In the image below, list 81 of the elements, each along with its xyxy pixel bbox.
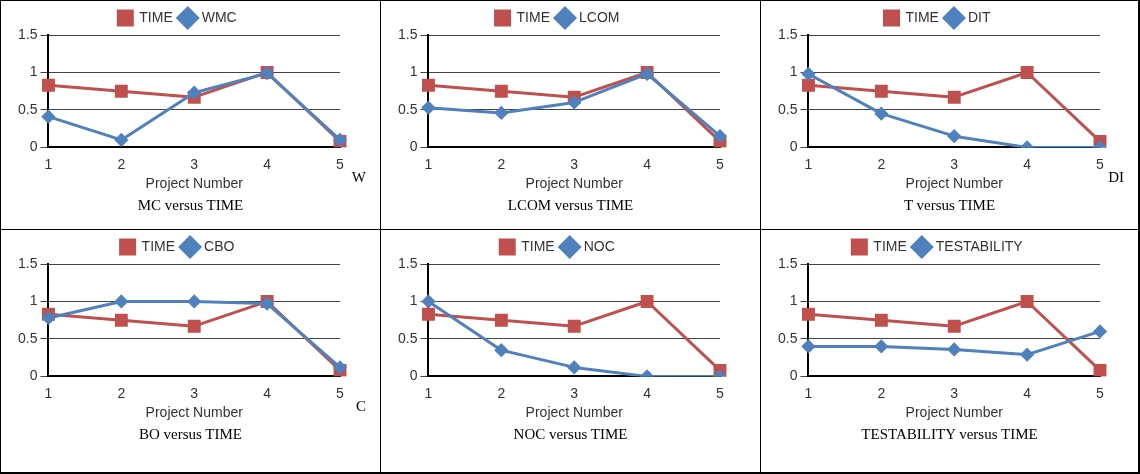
y-tick-label: 1 xyxy=(789,292,798,309)
x-tick-label: 4 xyxy=(643,384,652,401)
text: TESTABILITY versus TIME xyxy=(860,426,1039,443)
legend-label: TIME xyxy=(905,8,939,25)
legend-label: LCOM xyxy=(579,8,620,25)
x-tick-label: 2 xyxy=(877,155,886,172)
x-tick-label: 5 xyxy=(716,384,725,401)
x-tick-label: 4 xyxy=(263,384,272,401)
x-tick-label: 4 xyxy=(263,155,272,172)
text: BO versus TIME xyxy=(137,426,244,443)
legend-label: TIME xyxy=(516,8,551,25)
legend-label: WMC xyxy=(201,8,237,25)
y-tick-label: 1.5 xyxy=(17,254,38,271)
legend-label: NOC xyxy=(583,237,615,254)
legend-label: TIME xyxy=(521,237,555,254)
legend-label: TIME xyxy=(873,237,907,254)
text: C xyxy=(355,398,366,415)
x-tick-label: 5 xyxy=(336,155,345,172)
x-tick-label: 3 xyxy=(190,384,199,401)
x-tick-label: 5 xyxy=(336,384,345,401)
y-tick-label: 1 xyxy=(29,292,38,309)
y-tick-label: 1 xyxy=(409,63,418,80)
y-tick-label: 1.5 xyxy=(17,25,38,42)
y-tick-label: 0.5 xyxy=(17,329,38,346)
x-axis-title: Project Number xyxy=(145,175,244,192)
x-tick-label: 4 xyxy=(1023,155,1032,172)
x-tick-label: 1 xyxy=(44,384,53,401)
legend-label: DIT xyxy=(967,8,991,25)
y-tick-label: 1.5 xyxy=(397,25,418,42)
x-tick-label: 3 xyxy=(950,155,959,172)
x-tick-label: 1 xyxy=(804,384,813,401)
x-axis-title: Project Number xyxy=(905,404,1004,421)
x-tick-label: 3 xyxy=(190,155,199,172)
legend-label: TESTABILITY xyxy=(935,237,1024,254)
x-tick-label: 5 xyxy=(1096,155,1105,172)
legend-label: CBO xyxy=(204,237,235,254)
y-tick-label: 0 xyxy=(789,138,798,155)
text: LCOM versus TIME xyxy=(506,197,635,214)
y-tick-label: 1 xyxy=(789,63,798,80)
x-axis-title: Project Number xyxy=(525,404,624,421)
y-tick-label: 1.5 xyxy=(777,25,798,42)
x-tick-label: 2 xyxy=(117,384,126,401)
y-tick-label: 0 xyxy=(409,138,418,155)
text: NOC versus TIME xyxy=(512,426,629,443)
x-axis-title: Project Number xyxy=(525,175,624,192)
y-tick-label: 1.5 xyxy=(397,254,418,271)
y-tick-label: 1 xyxy=(409,292,418,309)
x-tick-label: 3 xyxy=(950,384,959,401)
x-tick-label: 2 xyxy=(117,155,126,172)
legend-label: TIME xyxy=(139,8,173,25)
y-tick-label: 1.5 xyxy=(777,254,798,271)
y-tick-label: 0.5 xyxy=(777,100,798,117)
x-tick-label: 4 xyxy=(1023,384,1032,401)
y-tick-label: 0.5 xyxy=(397,329,418,346)
y-tick-label: 0.5 xyxy=(777,329,798,346)
text: DI xyxy=(1108,169,1124,186)
x-tick-label: 1 xyxy=(44,155,53,172)
y-tick-label: 0.5 xyxy=(17,100,38,117)
text: MC versus TIME xyxy=(136,197,245,214)
text: T versus TIME xyxy=(902,197,997,214)
x-tick-label: 5 xyxy=(716,155,725,172)
x-tick-label: 2 xyxy=(497,384,506,401)
y-tick-label: 1 xyxy=(29,63,38,80)
x-tick-label: 3 xyxy=(570,384,579,401)
y-tick-label: 0.5 xyxy=(397,100,418,117)
text: W xyxy=(351,169,366,186)
y-tick-label: 0 xyxy=(409,367,418,384)
y-tick-label: 0 xyxy=(789,367,798,384)
legend-label: TIME xyxy=(141,237,176,254)
y-tick-label: 0 xyxy=(29,138,38,155)
x-axis-title: Project Number xyxy=(145,404,244,421)
x-tick-label: 5 xyxy=(1096,384,1105,401)
x-tick-label: 4 xyxy=(643,155,652,172)
x-tick-label: 2 xyxy=(877,384,886,401)
x-tick-label: 1 xyxy=(804,155,813,172)
x-tick-label: 3 xyxy=(570,155,579,172)
x-tick-label: 2 xyxy=(497,155,506,172)
x-axis-title: Project Number xyxy=(905,175,1004,192)
y-tick-label: 0 xyxy=(29,367,38,384)
x-tick-label: 1 xyxy=(424,155,433,172)
x-tick-label: 1 xyxy=(424,384,433,401)
